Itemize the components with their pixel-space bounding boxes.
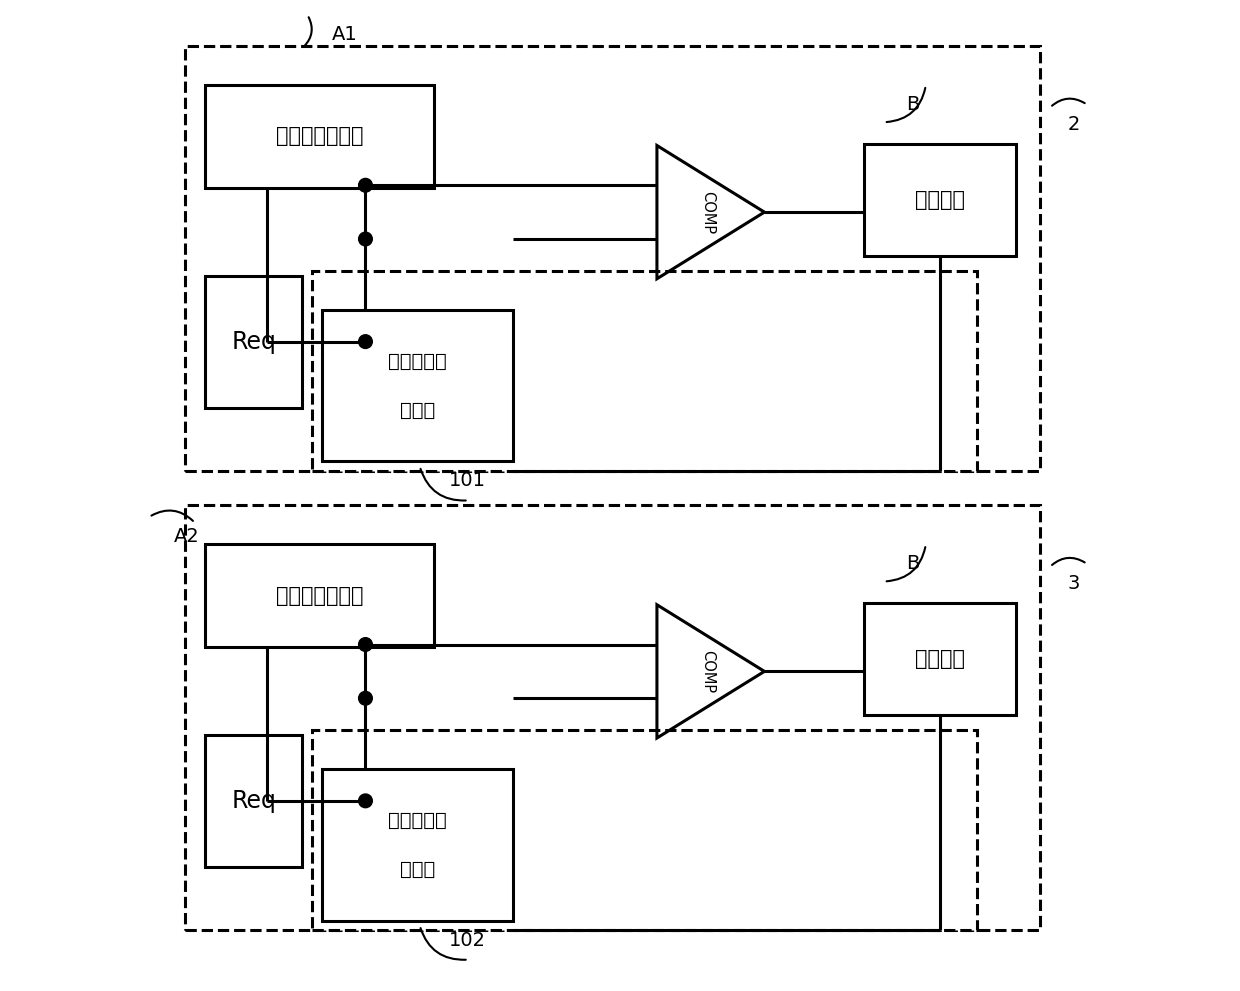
Bar xyxy=(864,144,1016,256)
Text: COMP: COMP xyxy=(701,190,715,234)
Text: 102: 102 xyxy=(449,931,486,949)
Circle shape xyxy=(358,178,372,192)
Text: Req: Req xyxy=(231,789,277,813)
Text: 第二电流镜单元: 第二电流镜单元 xyxy=(275,586,363,606)
Text: COMP: COMP xyxy=(701,650,715,693)
Text: B: B xyxy=(906,95,920,114)
Bar xyxy=(185,505,1040,931)
Text: 第二终端电: 第二终端电 xyxy=(388,811,446,829)
Text: B: B xyxy=(906,554,920,574)
Bar xyxy=(205,735,303,867)
Circle shape xyxy=(358,637,372,651)
Text: 2: 2 xyxy=(1068,115,1080,134)
Text: 101: 101 xyxy=(449,472,486,491)
Bar xyxy=(322,310,512,461)
Circle shape xyxy=(358,335,372,349)
Text: Req: Req xyxy=(231,330,277,354)
Text: 控制单元: 控制单元 xyxy=(915,190,965,210)
Text: 第一电流镜单元: 第一电流镜单元 xyxy=(275,127,363,147)
Text: 阻单元: 阻单元 xyxy=(399,860,435,879)
Bar xyxy=(205,275,303,407)
Bar xyxy=(205,544,434,647)
Circle shape xyxy=(358,794,372,808)
Bar xyxy=(322,769,512,921)
Text: 阻单元: 阻单元 xyxy=(399,400,435,419)
Text: 3: 3 xyxy=(1068,574,1080,593)
Text: A1: A1 xyxy=(332,25,357,44)
Text: A2: A2 xyxy=(174,527,200,546)
Bar xyxy=(185,46,1040,471)
Circle shape xyxy=(358,232,372,246)
Bar xyxy=(864,603,1016,716)
Bar xyxy=(312,730,977,931)
Bar xyxy=(312,271,977,471)
Text: 控制单元: 控制单元 xyxy=(915,649,965,669)
Bar xyxy=(205,85,434,187)
Circle shape xyxy=(358,692,372,705)
Text: 第一终端电: 第一终端电 xyxy=(388,352,446,371)
